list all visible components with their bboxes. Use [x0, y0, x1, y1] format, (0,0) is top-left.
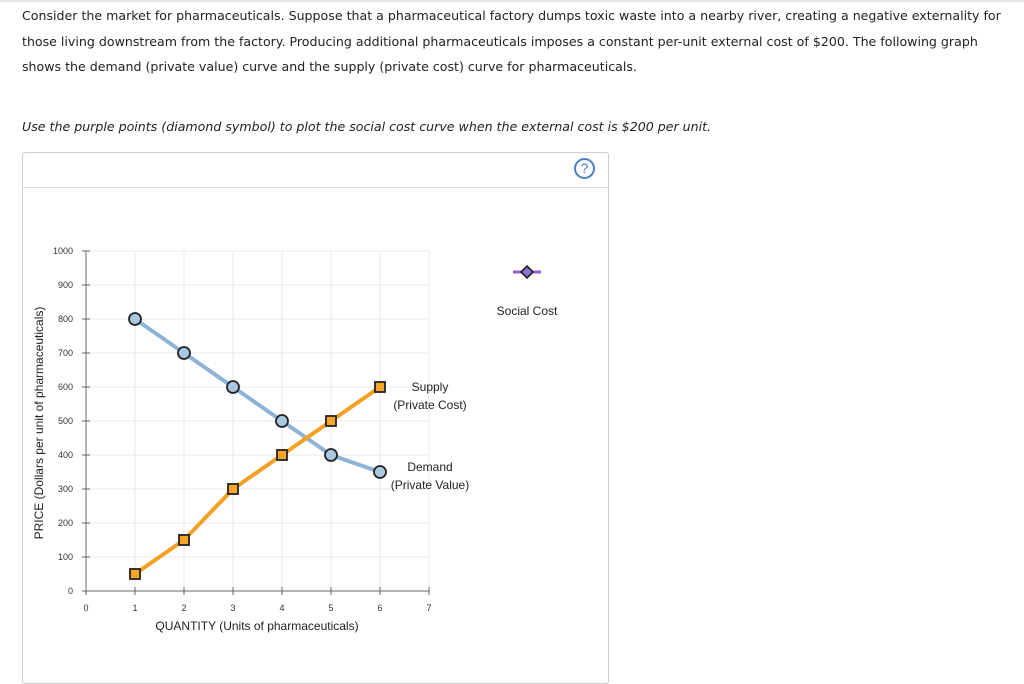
x-tick-label: 0 — [83, 603, 88, 613]
y-axis-title: PRICE (Dollars per unit of pharmaceutica… — [32, 307, 46, 540]
y-tick-label: 900 — [58, 280, 73, 290]
x-tick-label: 7 — [426, 603, 431, 613]
chart-svg: 0 100 200 300 400 500 600 700 800 900 1000 0 1 2 3 4 5 6 7… — [32, 246, 558, 633]
y-tick-label: 500 — [58, 416, 73, 426]
supply-point[interactable] — [178, 534, 190, 546]
x-tick-label: 3 — [230, 603, 235, 613]
y-tick-label: 1000 — [53, 246, 73, 256]
social-cost-legend-label: Social Cost — [497, 304, 558, 318]
x-tick-label: 4 — [279, 603, 284, 613]
demand-point[interactable] — [128, 312, 142, 326]
social-cost-diamond-marker[interactable] — [519, 264, 535, 280]
demand-point[interactable] — [275, 414, 289, 428]
y-tick-label: 200 — [58, 518, 73, 528]
demand-point[interactable] — [324, 448, 338, 462]
supply-point[interactable] — [227, 483, 239, 495]
supply-curve-label: (Private Cost) — [393, 398, 466, 412]
help-button[interactable]: ? — [574, 158, 595, 179]
supply-point[interactable] — [129, 568, 141, 580]
y-tick-label: 800 — [58, 314, 73, 324]
y-tick-label: 0 — [68, 586, 73, 596]
top-rule — [0, 0, 1024, 2]
supply-curve-line — [133, 385, 382, 576]
panel-header-divider — [23, 187, 608, 188]
graph-panel: ? — [22, 152, 609, 684]
x-tick-label: 2 — [181, 603, 186, 613]
instruction-text: Use the purple points (diamond symbol) t… — [22, 119, 712, 134]
y-tick-label: 300 — [58, 484, 73, 494]
demand-point[interactable] — [226, 380, 240, 394]
demand-curve-label: Demand — [407, 460, 452, 474]
question-text: Consider the market for pharmaceuticals.… — [22, 8, 1001, 74]
x-axis-title: QUANTITY (Units of pharmaceuticals) — [155, 619, 358, 633]
demand-curve-line — [133, 317, 381, 474]
x-tick-label: 6 — [377, 603, 382, 613]
x-tick-label: 1 — [132, 603, 137, 613]
y-tick-label: 600 — [58, 382, 73, 392]
supply-curve-label: Supply — [412, 380, 449, 394]
demand-point[interactable] — [177, 346, 191, 360]
supply-point[interactable] — [325, 415, 337, 427]
demand-curve-label: (Private Value) — [391, 478, 469, 492]
supply-point[interactable] — [374, 381, 386, 393]
demand-point[interactable] — [373, 465, 387, 479]
x-tick-label: 5 — [328, 603, 333, 613]
y-tick-label: 400 — [58, 450, 73, 460]
y-tick-label: 700 — [58, 348, 73, 358]
supply-point[interactable] — [276, 449, 288, 461]
y-tick-label: 100 — [58, 552, 73, 562]
